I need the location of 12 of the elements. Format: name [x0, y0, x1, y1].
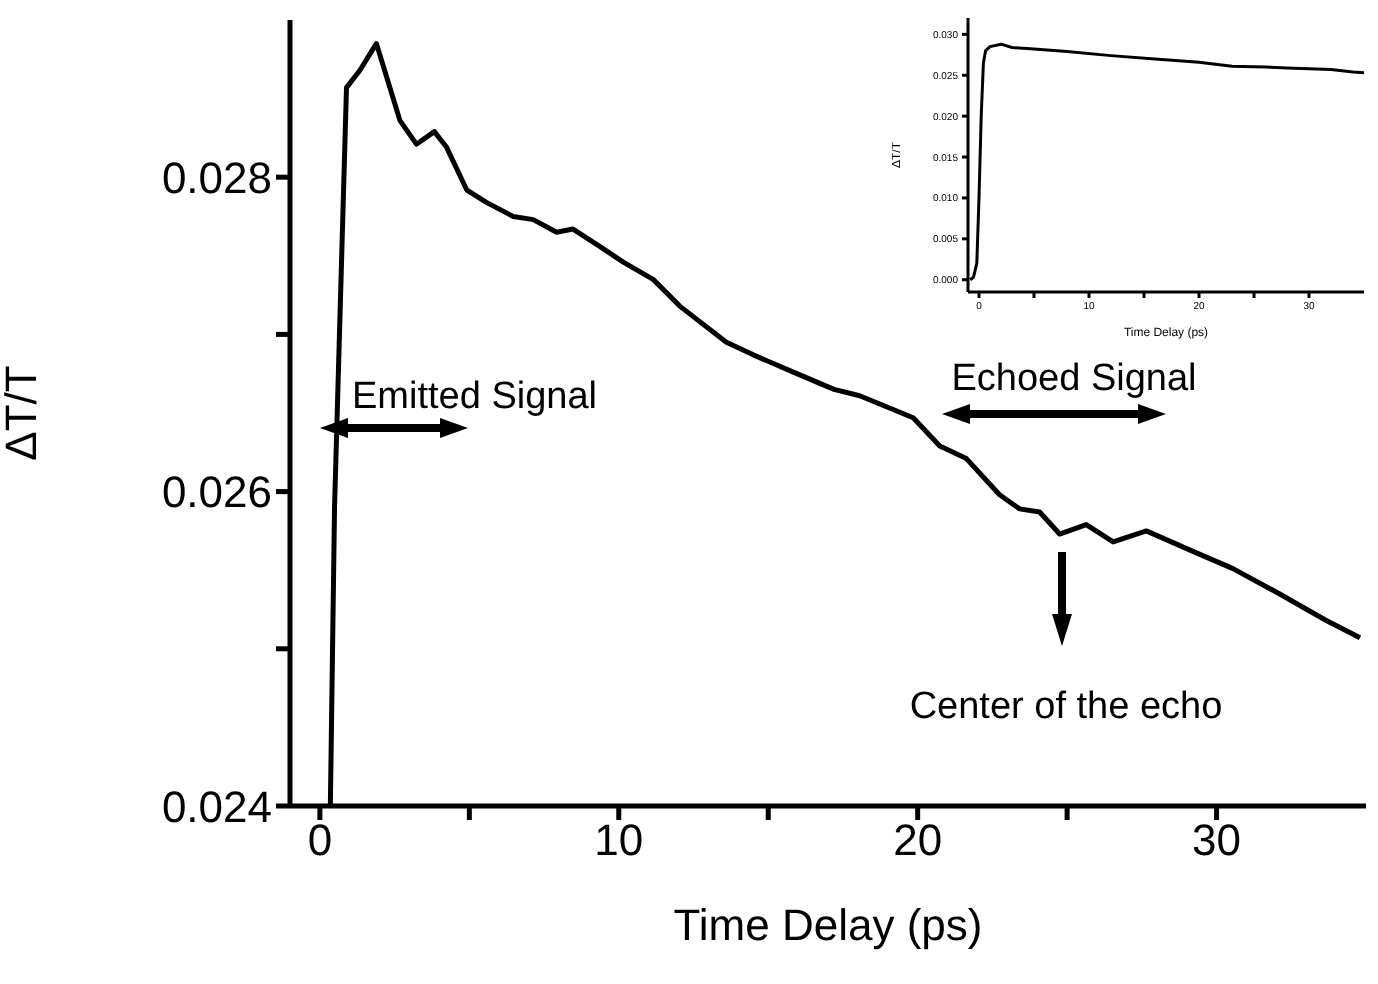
annotation: Center of the echo [909, 686, 1223, 728]
y-tick-label: 0.028 [161, 152, 272, 203]
x-tick-label: 20 [893, 815, 943, 866]
y-axis-title: ΔT/T [0, 365, 46, 461]
annotation: Echoed Signal [951, 358, 1197, 400]
y-tick-label: 0.024 [161, 781, 272, 832]
annotation: Emitted Signal [352, 376, 598, 418]
x-tick-label: 0 [307, 815, 333, 866]
y-tick-label: 0.026 [161, 467, 272, 518]
x-tick-label: 10 [594, 815, 644, 866]
x-tick-label: 30 [1192, 815, 1242, 866]
x-axis-title: Time Delay (ps) [673, 900, 983, 950]
